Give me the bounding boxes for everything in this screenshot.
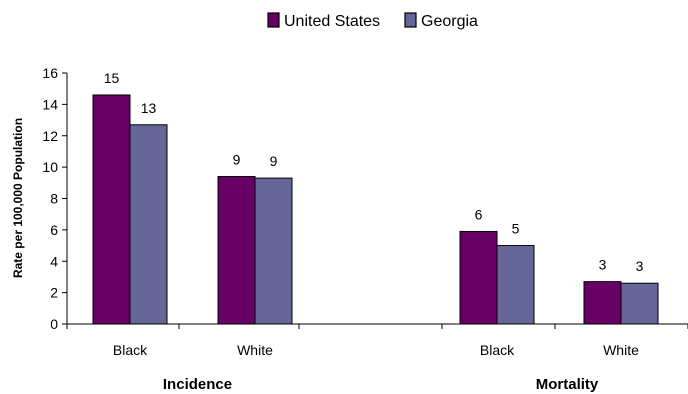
y-axis-title: Rate per 100,000 Population: [11, 118, 25, 278]
data-label: 9: [270, 153, 278, 169]
y-tick-label: 14: [42, 96, 58, 112]
bars: 15 13 9 9 6 5 3 3: [92, 70, 659, 325]
data-label: 15: [104, 70, 120, 86]
y-tick-label: 4: [50, 253, 58, 269]
bar-georgia: [496, 245, 535, 325]
legend-swatch-united-states: [267, 12, 280, 28]
legend-swatch-georgia: [404, 12, 417, 28]
legend-label-georgia: Georgia: [421, 13, 478, 30]
group-label-incidence: Incidence: [163, 376, 232, 393]
bar-united-states: [583, 281, 622, 325]
category-label: Black: [480, 342, 515, 358]
legend-label-united-states: United States: [284, 13, 380, 30]
data-label: 13: [141, 100, 157, 116]
y-tick-label: 0: [50, 316, 58, 332]
y-tick-label: 2: [50, 285, 58, 301]
data-label: 6: [475, 206, 483, 222]
legend: United States Georgia: [267, 12, 478, 30]
y-tick-label: 8: [50, 191, 58, 207]
bar-georgia: [620, 282, 659, 325]
data-label: 5: [512, 221, 520, 237]
x-labels: Black White Black White Incidence Mortality: [113, 342, 639, 393]
data-label: 9: [233, 152, 241, 168]
group-label-mortality: Mortality: [536, 376, 599, 393]
y-ticks: 0 2 4 6 8 10 12 14 16: [42, 65, 688, 332]
y-tick-label: 16: [42, 65, 58, 81]
bar-united-states: [217, 176, 256, 325]
bar-georgia: [129, 124, 168, 325]
bar-georgia: [254, 177, 293, 325]
bar-united-states: [92, 94, 131, 325]
y-tick-label: 12: [42, 128, 58, 144]
data-label: 3: [599, 257, 607, 273]
category-label: White: [237, 342, 273, 358]
bar-united-states: [459, 230, 498, 325]
category-label: White: [603, 342, 639, 358]
y-tick-label: 10: [42, 159, 58, 175]
data-label: 3: [636, 258, 644, 274]
category-label: Black: [113, 342, 148, 358]
y-tick-label: 6: [50, 222, 58, 238]
